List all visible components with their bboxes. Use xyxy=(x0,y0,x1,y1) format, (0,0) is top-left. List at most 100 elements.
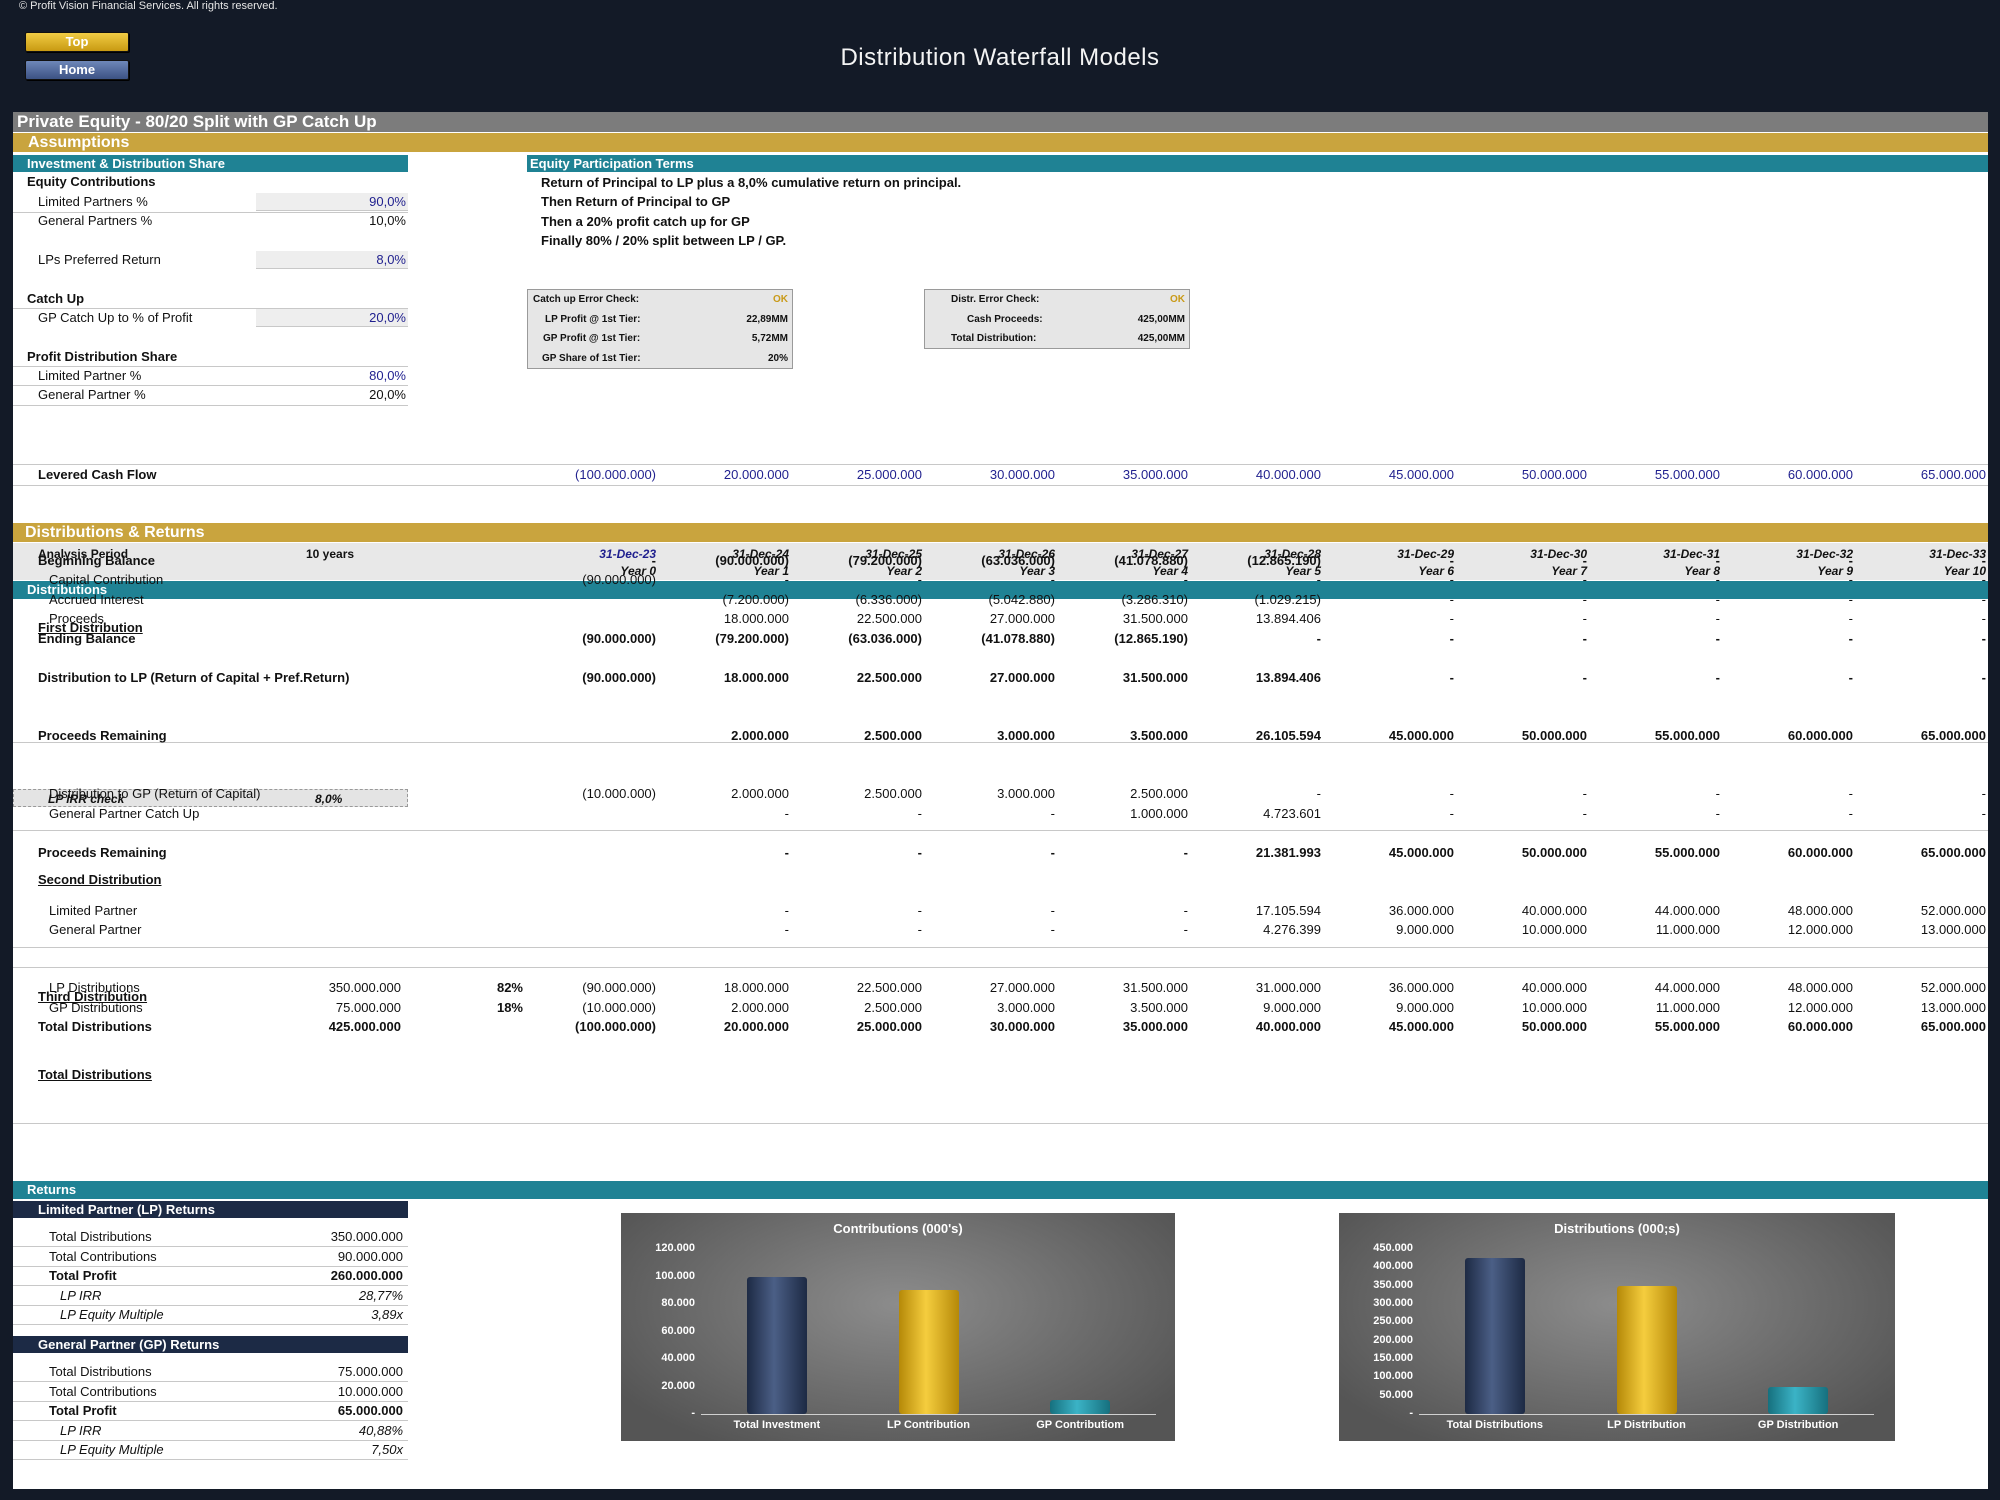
table-cell: 1.000.000 xyxy=(1130,806,1188,821)
levered-cash-flow-cell: 55.000.000 xyxy=(1654,467,1720,482)
levered-cash-flow-label: Levered Cash Flow xyxy=(38,467,157,482)
period-date: 31-Dec-31 xyxy=(1663,547,1720,561)
table-cell: 22.500.000 xyxy=(856,980,922,995)
x-tick-label: GP Distribution xyxy=(1757,1419,1839,1431)
table-cell: - xyxy=(1449,572,1454,587)
table-cell: 27.000.000 xyxy=(989,670,1055,685)
table-cell: - xyxy=(784,845,789,860)
table-cell: - xyxy=(1848,553,1853,568)
period-year: Year 8 xyxy=(1684,564,1720,578)
table-cell: - xyxy=(1050,806,1055,821)
table-cell: 18.000.000 xyxy=(723,611,789,626)
table-cell: - xyxy=(1316,572,1321,587)
analysis-period-value: 10 years xyxy=(306,547,355,561)
y-tick-label: 100.000 xyxy=(655,1269,695,1282)
second-distribution-label: Second Distribution xyxy=(38,872,162,887)
top-button[interactable]: Top xyxy=(25,32,129,52)
bar[interactable] xyxy=(898,1290,959,1414)
bar[interactable] xyxy=(1464,1258,1525,1414)
copyright-text: © Profit Vision Financial Services. All … xyxy=(19,0,278,12)
returns-row-value: 65.000.000 xyxy=(337,1403,403,1418)
table-row-label: Accrued Interest xyxy=(49,592,144,607)
bar[interactable] xyxy=(1050,1400,1111,1414)
table-cell: - xyxy=(784,922,789,937)
lp-share-label: Limited Partner % xyxy=(38,368,142,383)
table-cell: 60.000.000 xyxy=(1787,728,1853,743)
period-date: 31-Dec-30 xyxy=(1530,547,1587,561)
levered-cash-flow-cell: 25.000.000 xyxy=(856,467,922,482)
table-cell: 22.500.000 xyxy=(856,611,922,626)
gp-catchup-input[interactable] xyxy=(256,309,408,327)
returns-row-value: 350.000.000 xyxy=(330,1229,403,1244)
returns-row-value: 90.000.000 xyxy=(337,1248,403,1264)
distributions-chart[interactable]: Distributions (000;s) - 50.000 100.000 150.… xyxy=(1339,1213,1895,1441)
table-row-label: Distribution to GP (Return of Capital) xyxy=(49,786,261,801)
table-row-label: Ending Balance xyxy=(38,631,136,646)
y-tick-label: 450.000 xyxy=(1373,1242,1413,1254)
bar[interactable] xyxy=(1768,1386,1829,1414)
table-cell: 31.000.000 xyxy=(1255,980,1321,995)
table-cell: - xyxy=(1848,611,1853,626)
table-cell: 2.500.000 xyxy=(864,728,922,743)
pref-return-input[interactable] xyxy=(256,251,408,269)
check-value: 22,89MM xyxy=(746,314,788,325)
table-cell: (3.286.310) xyxy=(1121,592,1189,607)
gp-catchup-value[interactable]: 20,0% xyxy=(369,310,406,325)
lp-pct-input[interactable] xyxy=(256,193,408,211)
table-cell: 48.000.000 xyxy=(1787,903,1853,918)
row-divider xyxy=(13,1439,408,1441)
check-label: LP Profit @ 1st Tier: xyxy=(545,314,641,325)
returns-row-label: LP Equity Multiple xyxy=(60,1442,164,1457)
lp-pct-value[interactable]: 90,0% xyxy=(369,194,406,209)
contributions-chart[interactable]: Contributions (000's) - 20.000 40.000 60.00… xyxy=(621,1213,1175,1441)
table-cell: - xyxy=(1715,631,1720,646)
row-divider xyxy=(13,1265,408,1267)
table-cell: (100.000.000) xyxy=(575,1019,656,1034)
y-tick-label: - xyxy=(1409,1407,1413,1419)
terms-header: Equity Participation Terms xyxy=(527,155,1988,172)
table-cell: 2.500.000 xyxy=(864,786,922,801)
bar[interactable] xyxy=(746,1276,807,1414)
table-cell: 4.723.601 xyxy=(1263,806,1321,821)
y-tick-label: 150.000 xyxy=(1373,1352,1413,1364)
row-divider xyxy=(13,1246,408,1247)
period-year: Year 1 xyxy=(753,564,789,578)
period-date: 31-Dec-33 xyxy=(1929,547,1986,561)
row-divider xyxy=(13,1304,408,1306)
assumptions-band: Assumptions xyxy=(13,133,1988,152)
returns-row-label: Total Profit xyxy=(49,1403,117,1418)
period-year: Year 2 xyxy=(886,564,922,578)
table-cell: - xyxy=(784,903,789,918)
table-cell: 9.000.000 xyxy=(1396,1000,1454,1015)
bar[interactable] xyxy=(1616,1285,1677,1414)
y-tick-label: 20.000 xyxy=(661,1379,695,1392)
y-tick-label: 400.000 xyxy=(1373,1260,1413,1273)
table-cell: 9.000.000 xyxy=(1396,922,1454,937)
table-cell: (10.000.000) xyxy=(582,1000,656,1015)
lp-share-value[interactable]: 80,0% xyxy=(369,368,406,383)
period-date: 31-Dec-23 xyxy=(599,547,656,561)
table-cell: - xyxy=(1050,572,1055,587)
pref-return-value[interactable]: 8,0% xyxy=(376,252,406,267)
catchup-check-box: Catch up Error Check: OK LP Profit @ 1st… xyxy=(527,289,793,369)
levered-cash-flow-cell: 65.000.000 xyxy=(1920,467,1986,482)
table-cell: - xyxy=(1848,786,1853,801)
table-cell: - xyxy=(784,572,789,587)
period-year: Year 0 xyxy=(620,564,656,578)
period-year: Year 4 xyxy=(1152,564,1188,578)
table-row-label: Proceeds xyxy=(49,611,104,626)
row-total: 425.000.000 xyxy=(328,1019,401,1034)
home-button[interactable]: Home xyxy=(25,60,129,80)
x-tick-label: Total Distributions xyxy=(1446,1419,1543,1431)
table-cell: 40.000.000 xyxy=(1521,980,1587,995)
period-year: Year 10 xyxy=(1943,564,1986,578)
gp-pct-label: General Partners % xyxy=(38,213,153,228)
gp-catchup-label: GP Catch Up to % of Profit xyxy=(38,310,193,325)
returns-row-label: Total Contributions xyxy=(49,1383,157,1399)
table-cell: - xyxy=(1449,631,1454,646)
table-cell: 27.000.000 xyxy=(989,980,1055,995)
returns-row-label: Total Distributions xyxy=(49,1229,152,1244)
returns-row-label: LP IRR xyxy=(60,1287,102,1303)
check-value: OK xyxy=(773,294,788,305)
table-cell: 45.000.000 xyxy=(1388,728,1454,743)
